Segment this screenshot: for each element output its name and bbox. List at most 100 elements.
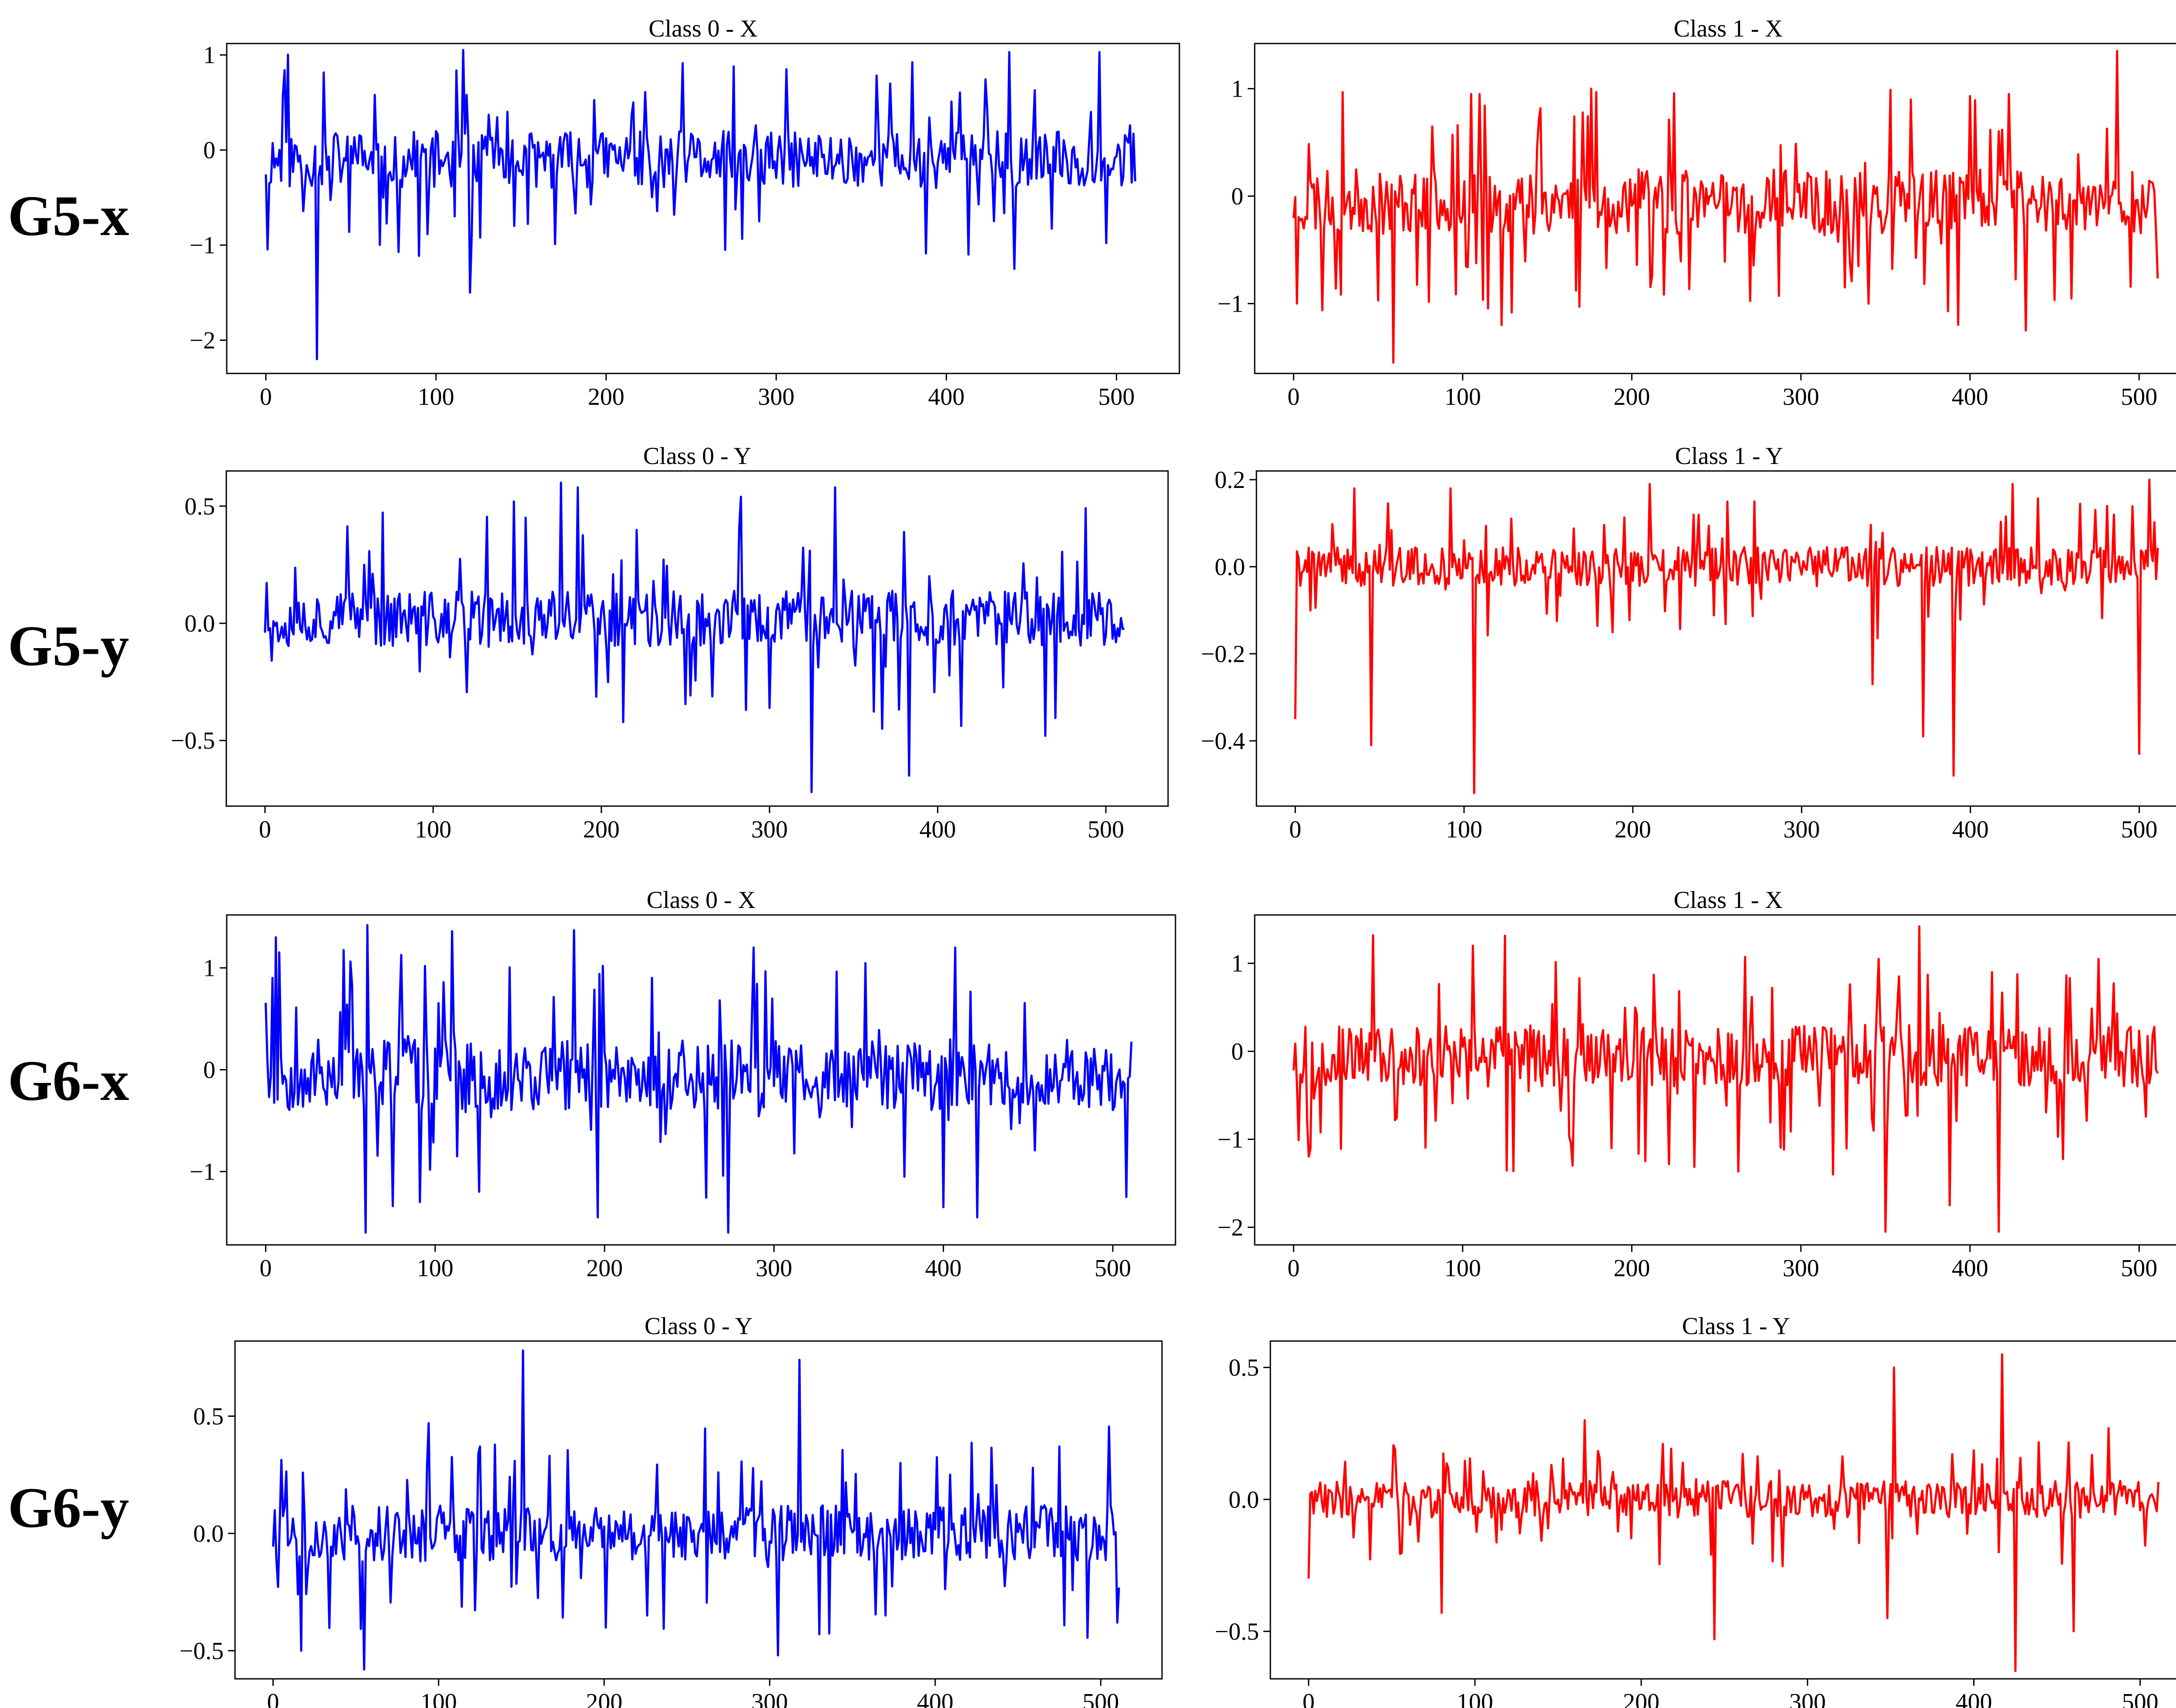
x-tick-label: 100 [1457, 1689, 1493, 1708]
y-tick-label: 0 [203, 137, 215, 164]
x-tick-label: 0 [1287, 1255, 1300, 1282]
y-tick-label: 0 [1231, 1038, 1243, 1065]
y-tick-label: −1 [1217, 1126, 1243, 1153]
panel-g5y-class1: Class 1 - Y 0 100 200 300 400 500 0.2 0.0 −0.2 −0… [1201, 443, 2176, 843]
x-tick-label: 500 [1098, 383, 1135, 410]
y-tick-label: 0.5 [185, 493, 215, 520]
series-line [265, 49, 1136, 360]
x-tick-label: 500 [2121, 1255, 2157, 1282]
x-tick-label: 300 [751, 816, 788, 843]
y-tick-label: 1 [1231, 950, 1243, 977]
y-tick-label: −0.5 [179, 1637, 224, 1664]
x-tick-label: 100 [415, 816, 451, 843]
x-tick-label: 100 [420, 1689, 457, 1708]
y-tick-label: 1 [1231, 76, 1243, 103]
series-line [1292, 925, 2159, 1233]
x-tick-label: 400 [1952, 383, 1988, 410]
x-tick-label: 300 [752, 1689, 788, 1708]
x-tick-label: 500 [2122, 1689, 2159, 1708]
series-line [264, 481, 1125, 793]
x-tick-label: 0 [1303, 1689, 1315, 1708]
plot-frame [226, 914, 1176, 1246]
x-tick-label: 500 [2121, 816, 2157, 843]
x-tick-label: 300 [758, 383, 795, 410]
panel-title: Class 1 - X [1674, 887, 1783, 914]
y-tick-label: −1 [189, 232, 215, 259]
x-tick-label: 200 [586, 1689, 622, 1708]
y-tick-label: −2 [1217, 1214, 1243, 1241]
panel-g6y-class1: Class 1 - Y 0 100 200 300 400 500 0.5 0.0 −0.5 [1215, 1313, 2176, 1708]
series-line [1307, 1353, 2160, 1672]
y-tick-label: 0.0 [193, 1520, 224, 1547]
x-tick-label: 500 [1088, 816, 1124, 843]
series-line [1294, 478, 2159, 794]
y-tick-label: 0 [1231, 183, 1243, 210]
plot-frame [1254, 914, 2176, 1246]
y-tick-label: 1 [203, 955, 215, 982]
panel-title: Class 1 - Y [1675, 443, 1783, 470]
x-tick-label: 500 [1082, 1689, 1119, 1708]
plot-frame [1254, 43, 2176, 374]
x-tick-label: 100 [418, 383, 454, 410]
series-line [265, 924, 1133, 1234]
row-label-g5-x: G5-x [8, 184, 129, 248]
panel-title: Class 1 - X [1674, 15, 1783, 42]
y-tick-label: 0.0 [1215, 554, 1245, 581]
x-tick-label: 0 [267, 1689, 279, 1708]
x-tick-label: 500 [1095, 1255, 1131, 1282]
y-tick-label: −0.4 [1201, 728, 1245, 755]
x-tick-label: 0 [1287, 383, 1300, 410]
x-tick-label: 300 [1783, 1255, 1819, 1282]
x-tick-label: 100 [1444, 1255, 1481, 1282]
x-tick-label: 400 [925, 1255, 962, 1282]
plot-frame [1256, 470, 2176, 807]
x-tick-label: 200 [588, 383, 625, 410]
plot-frame [234, 1340, 1163, 1680]
panel-title: Class 0 - Y [645, 1313, 752, 1340]
x-tick-label: 100 [1444, 383, 1481, 410]
x-tick-label: 500 [2121, 383, 2157, 410]
y-tick-label: −2 [189, 327, 215, 354]
y-tick-label: 0.5 [193, 1403, 224, 1430]
plot-frame [1269, 1340, 2176, 1680]
panel-g6y-class0: Class 0 - Y 0 100 200 300 400 500 0.5 0.0 −0.5 [179, 1313, 1163, 1708]
row-label-g5-y: G5-y [8, 614, 129, 678]
row-label-g6-y: G6-y [8, 1476, 129, 1540]
x-tick-label: 400 [928, 383, 964, 410]
x-tick-label: 200 [1614, 1255, 1650, 1282]
x-tick-label: 0 [259, 816, 271, 843]
x-tick-label: 200 [1615, 816, 1651, 843]
y-tick-label: 1 [203, 42, 215, 69]
series-line [272, 1349, 1120, 1671]
panel-title: Class 0 - X [647, 887, 756, 914]
x-tick-label: 300 [1789, 1689, 1826, 1708]
x-tick-label: 200 [586, 1255, 623, 1282]
panel-g6x-class1: Class 1 - X 0 100 200 300 400 500 1 0 −1 −2 [1217, 887, 2176, 1282]
x-tick-label: 0 [260, 1255, 272, 1282]
y-tick-label: −0.2 [1201, 641, 1245, 668]
panel-title: Class 0 - Y [643, 443, 751, 470]
x-tick-label: 100 [417, 1255, 453, 1282]
y-tick-label: −1 [1217, 291, 1243, 318]
x-tick-label: 100 [1446, 816, 1482, 843]
x-tick-label: 400 [1952, 816, 1989, 843]
x-tick-label: 200 [583, 816, 620, 843]
y-tick-label: 0 [203, 1057, 215, 1084]
plot-frame [225, 470, 1169, 807]
y-tick-label: 0.2 [1215, 467, 1245, 494]
y-tick-label: −0.5 [1215, 1618, 1259, 1645]
y-tick-label: −1 [189, 1159, 215, 1186]
x-tick-label: 400 [1952, 1255, 1988, 1282]
x-tick-label: 200 [1623, 1689, 1659, 1708]
panel-g5y-class0: Class 0 - Y 0 100 200 300 400 500 0.5 0.0 −0.5 [171, 443, 1169, 843]
x-tick-label: 400 [1955, 1689, 1992, 1708]
y-tick-label: −0.5 [171, 727, 215, 754]
x-tick-label: 400 [917, 1689, 954, 1708]
x-tick-label: 400 [920, 816, 956, 843]
x-tick-label: 0 [1289, 816, 1301, 843]
plot-frame [226, 43, 1180, 374]
panel-title: Class 0 - X [648, 15, 757, 42]
row-label-g6-x: G6-x [8, 1049, 129, 1113]
